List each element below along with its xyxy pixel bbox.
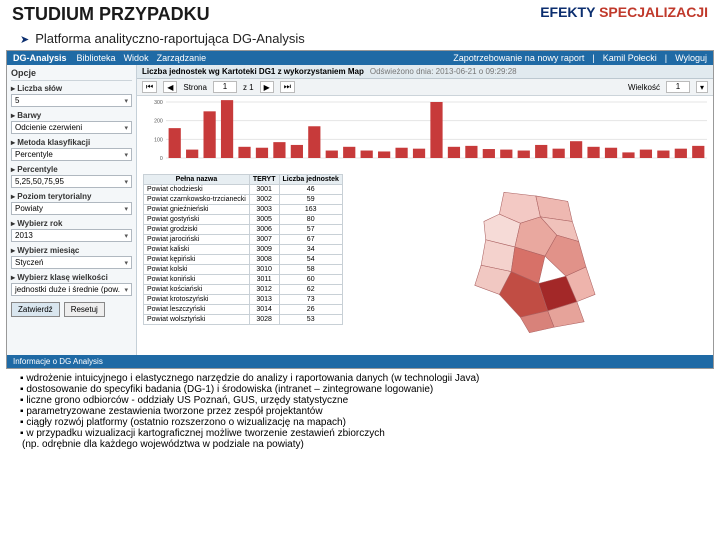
table-row: Powiat krotoszyński301373	[144, 295, 343, 305]
sidebar-item-label: ▸ Metoda klasyfikacji	[11, 138, 132, 147]
menu-item[interactable]: Widok	[124, 53, 149, 63]
svg-text:0: 0	[160, 156, 163, 162]
chevron-down-icon: ▾	[124, 286, 128, 294]
sidebar-select[interactable]: Powiaty▾	[11, 202, 132, 215]
table-header: Liczba jednostek	[279, 175, 342, 185]
topbar-link[interactable]: Wyloguj	[675, 53, 707, 63]
sidebar-item: ▸ Percentyle 5,25,50,75,95▾	[11, 165, 132, 188]
sidebar-item: ▸ Liczba słów 5▾	[11, 84, 132, 107]
choropleth-map	[351, 174, 707, 351]
chevron-down-icon: ▾	[124, 124, 128, 132]
topbar-link[interactable]: Kamil Połecki	[603, 53, 657, 63]
table-row: Powiat jarociński300767	[144, 235, 343, 245]
sidebar-item-label: ▸ Wybierz klasę wielkości	[11, 273, 132, 282]
sidebar-item-label: ▸ Barwy	[11, 111, 132, 120]
sidebar-item: ▸ Barwy Odcienie czerwieni▾	[11, 111, 132, 134]
reset-button[interactable]: Resetuj	[64, 302, 105, 317]
table-row: Powiat gostyński300580	[144, 215, 343, 225]
sidebar-select[interactable]: jednostki duże i średnie (pow.▾	[11, 283, 132, 296]
app-topbar: DG-Analysis Biblioteka Widok Zarządzanie Z…	[7, 51, 713, 65]
topbar-link[interactable]: Zapotrzebowanie na nowy raport	[453, 53, 584, 63]
sidebar-select[interactable]: 5▾	[11, 94, 132, 107]
page-label: Strona	[183, 83, 207, 92]
sidebar-select[interactable]: 2013▾	[11, 229, 132, 242]
bullets-note: (np. odrębnie dla każdego województwa w …	[22, 439, 700, 450]
bullet-item: w przypadku wizualizacji kartograficznej…	[20, 428, 700, 439]
bullet-item: ciągły rozwój platformy (ostatnio rozsze…	[20, 417, 700, 428]
chevron-down-icon: ▾	[124, 232, 128, 240]
chevron-down-icon: ▾	[124, 205, 128, 213]
sidebar: Opcje ▸ Liczba słów 5▾ ▸ Barwy Odcienie …	[7, 65, 137, 355]
bullet-item: parametryzowane zestawienia tworzone prz…	[20, 406, 700, 417]
chevron-down-icon: ▾	[124, 97, 128, 105]
table-row: Powiat kolski301058	[144, 265, 343, 275]
menu-item[interactable]: Biblioteka	[77, 53, 116, 63]
svg-text:200: 200	[154, 119, 163, 125]
next-page-button[interactable]: ▶	[260, 81, 274, 93]
table-row: Powiat gnieźnieński3003163	[144, 205, 343, 215]
sidebar-item-label: ▸ Percentyle	[11, 165, 132, 174]
chevron-down-icon: ▾	[124, 259, 128, 267]
bullet-item: wdrożenie intuicyjnego i elastycznego na…	[20, 373, 700, 384]
zoom-dropdown[interactable]: ▾	[696, 81, 708, 93]
bullet-item: liczne grono odbiorców - oddziały US Poz…	[20, 395, 700, 406]
sidebar-select[interactable]: 5,25,50,75,95▾	[11, 175, 132, 188]
main-panel: Liczba jednostek wg Kartoteki DG1 z wyko…	[137, 65, 713, 355]
sidebar-item: ▸ Poziom terytorialny Powiaty▾	[11, 192, 132, 215]
table-row: Powiat leszczyński301426	[144, 305, 343, 315]
table-row: Powiat chodzieski300146	[144, 185, 343, 195]
sidebar-item-label: ▸ Wybierz miesiąc	[11, 246, 132, 255]
sidebar-select[interactable]: Percentyle▾	[11, 148, 132, 161]
slide-title-right: EFEKTY SPECJALIZACJI	[540, 4, 708, 25]
zoom-input[interactable]: 1	[666, 81, 690, 93]
table-row: Powiat kępiński300854	[144, 255, 343, 265]
chevron-down-icon: ▾	[124, 151, 128, 159]
svg-text:300: 300	[154, 100, 163, 106]
table-row: Powiat kaliski300934	[144, 245, 343, 255]
toolbar: ⏮ ◀ Strona 1 z 1 ▶ ⏭ Wielkość 1 ▾	[137, 79, 713, 96]
svg-text:100: 100	[154, 137, 163, 143]
prev-page-button[interactable]: ◀	[163, 81, 177, 93]
last-page-button[interactable]: ⏭	[280, 81, 295, 93]
table-header: TERYT	[249, 175, 279, 185]
table-row: Powiat wolsztyński302853	[144, 315, 343, 325]
submit-button[interactable]: Zatwierdź	[11, 302, 60, 317]
page-of: z 1	[243, 83, 254, 92]
sidebar-title: Opcje	[11, 68, 132, 81]
footer-bar[interactable]: Informacje o DG Analysis	[7, 355, 713, 368]
refreshed-label: Odświeżono dnia: 2013-06-21 o 09:29:28	[370, 67, 517, 76]
data-table: Pełna nazwaTERYTLiczba jednostekPowiat c…	[143, 174, 343, 325]
table-row: Powiat koniński301160	[144, 275, 343, 285]
slide-subtitle: ➤Platforma analityczno-raportująca DG-An…	[0, 29, 720, 50]
menu-item[interactable]: Zarządzanie	[157, 53, 207, 63]
sidebar-item: ▸ Wybierz miesiąc Styczeń▾	[11, 246, 132, 269]
bullet-item: dostosowanie do specyfiki badania (DG-1)…	[20, 384, 700, 395]
sidebar-item: ▸ Wybierz rok 2013▾	[11, 219, 132, 242]
table-row: Powiat czarnkowsko-trzcianecki300259	[144, 195, 343, 205]
page-input[interactable]: 1	[213, 81, 237, 93]
app-brand: DG-Analysis	[13, 53, 67, 63]
bar-chart: 0 100 200 300	[143, 100, 707, 170]
first-page-button[interactable]: ⏮	[142, 81, 157, 93]
sidebar-item-label: ▸ Wybierz rok	[11, 219, 132, 228]
zoom-label: Wielkość	[628, 83, 660, 92]
sidebar-item-label: ▸ Liczba słów	[11, 84, 132, 93]
bullets: wdrożenie intuicyjnego i elastycznego na…	[0, 369, 720, 454]
table-row: Powiat kościański301262	[144, 285, 343, 295]
chevron-down-icon: ▾	[124, 178, 128, 186]
table-header: Pełna nazwa	[144, 175, 250, 185]
sidebar-item-label: ▸ Poziom terytorialny	[11, 192, 132, 201]
data-table-wrap: Pełna nazwaTERYTLiczba jednostekPowiat c…	[143, 174, 343, 351]
sidebar-select[interactable]: Styczeń▾	[11, 256, 132, 269]
sidebar-item: ▸ Metoda klasyfikacji Percentyle▾	[11, 138, 132, 161]
sidebar-item: ▸ Wybierz klasę wielkości jednostki duże…	[11, 273, 132, 296]
report-title: Liczba jednostek wg Kartoteki DG1 z wyko…	[142, 67, 364, 76]
slide-title: STUDIUM PRZYPADKU	[12, 4, 210, 25]
table-row: Powiat grodziski300657	[144, 225, 343, 235]
sidebar-select[interactable]: Odcienie czerwieni▾	[11, 121, 132, 134]
app-window: DG-Analysis Biblioteka Widok Zarządzanie Z…	[6, 50, 714, 369]
